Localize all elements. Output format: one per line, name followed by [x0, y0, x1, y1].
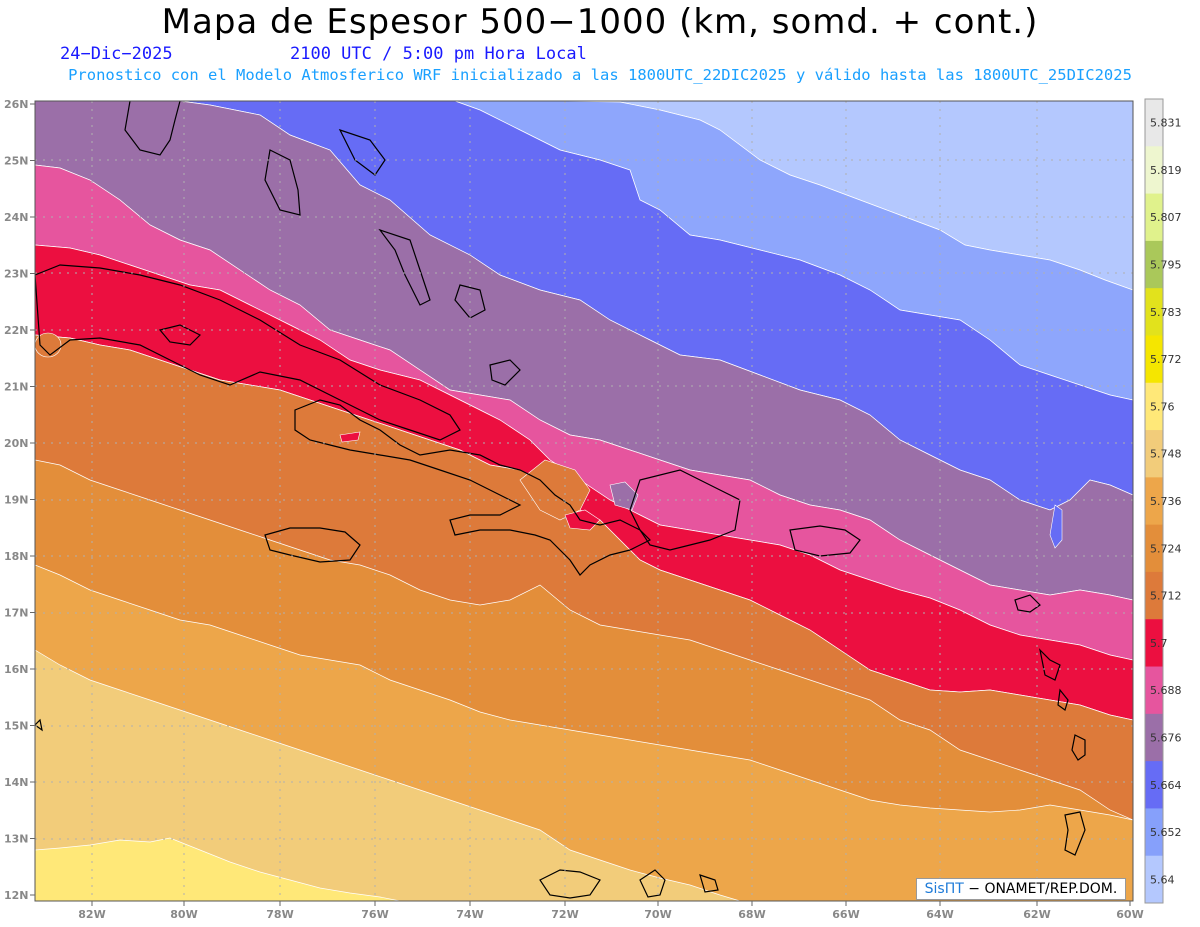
colorbar-label: 5.795: [1150, 259, 1182, 272]
colorbar-label: 5.807: [1150, 211, 1182, 224]
coastlines: [35, 101, 1086, 899]
colorbar-segment: [1145, 524, 1163, 573]
forecast-date: 24−Dic−2025: [60, 44, 173, 64]
colorbar-segment: [1145, 666, 1163, 715]
lat-label-23N: 23N: [4, 268, 29, 281]
colorbar-label: 5.676: [1150, 731, 1182, 744]
lat-label-25N: 25N: [4, 155, 29, 168]
colorbar-segment: [1145, 146, 1163, 195]
lon-label-60W: 60W: [1116, 908, 1143, 921]
colorbar-segment: [1145, 193, 1163, 242]
colorbar-label: 5.664: [1150, 779, 1182, 792]
colorbar-segment: [1145, 240, 1163, 289]
latitude-axis: 26N 25N 24N 23N 22N 21N 20N 19N 18N 17N 16N 15N 14N 1…: [4, 98, 35, 902]
colorbar-segment: [1145, 571, 1163, 620]
lat-label-18N: 18N: [4, 550, 29, 563]
colorbar-segment: [1145, 808, 1163, 857]
colorbar-legend: 5.831 5.819 5.807 5.795 5.783 5.772 5.76 5.748 5…: [1144, 98, 1182, 904]
colorbar-label: 5.76: [1150, 400, 1175, 413]
lon-label-74W: 74W: [456, 908, 483, 921]
lat-label-15N: 15N: [4, 720, 29, 733]
lat-label-21N: 21N: [4, 381, 29, 394]
credit-org: − ONAMET/REP.DOM.: [963, 881, 1118, 897]
lon-label-62W: 62W: [1023, 908, 1050, 921]
band-5.76: [35, 837, 401, 901]
colorbar-segment: [1145, 761, 1163, 809]
lat-label-17N: 17N: [4, 607, 29, 620]
lat-label-20N: 20N: [4, 437, 29, 450]
colorbar-segment: [1145, 713, 1163, 762]
colorbar-segment: [1145, 855, 1163, 904]
colorbar-label: 5.831: [1150, 117, 1182, 130]
lon-label-68W: 68W: [738, 908, 765, 921]
colorbar-label: 5.688: [1150, 684, 1182, 697]
lon-label-78W: 78W: [266, 908, 293, 921]
map-title: Mapa de Espesor 500−1000 (km, somd. + co…: [161, 2, 1039, 42]
colorbar-label: 5.7: [1150, 637, 1168, 650]
colorbar-label: 5.819: [1150, 164, 1182, 177]
colorbar-segment: [1145, 619, 1163, 668]
lat-label-12N: 12N: [4, 889, 29, 902]
credit-box: SisПT − ONAMET/REP.DOM.: [916, 878, 1126, 900]
lat-label-26N: 26N: [4, 98, 29, 111]
colorbar-segment: [1145, 382, 1163, 431]
lat-label-16N: 16N: [4, 663, 29, 676]
colorbar-label: 5.783: [1150, 306, 1182, 319]
lon-label-66W: 66W: [832, 908, 859, 921]
colorbar-label: 5.712: [1150, 590, 1182, 603]
lat-label-22N: 22N: [4, 324, 29, 337]
colorbar-segment: [1145, 430, 1163, 478]
lon-label-64W: 64W: [926, 908, 953, 921]
lat-label-13N: 13N: [4, 833, 29, 846]
colorbar-segment: [1145, 99, 1163, 147]
colorbar-label: 5.724: [1150, 542, 1182, 555]
gridlines: [35, 101, 1133, 901]
lat-label-14N: 14N: [4, 776, 29, 789]
forecast-time: 2100 UTC / 5:00 pm Hora Local: [290, 44, 587, 64]
forecast-note: Pronostico con el Modelo Atmosferico WRF…: [68, 66, 1132, 84]
colorbar-label: 5.736: [1150, 495, 1182, 508]
colorbar-segment: [1145, 335, 1163, 384]
colorbar-label: 5.652: [1150, 826, 1182, 839]
credit-brand: SisПT: [924, 881, 964, 897]
lon-label-72W: 72W: [551, 908, 578, 921]
band-5.748: [35, 649, 741, 901]
band-5.712: [35, 334, 1133, 821]
longitude-axis: 82W 80W 78W 76W 74W 72W 70W 68W 66W 64W 62W 60W: [78, 901, 1144, 921]
colorbar-label: 5.772: [1150, 353, 1182, 366]
lat-label-24N: 24N: [4, 211, 29, 224]
lon-label-82W: 82W: [78, 908, 105, 921]
colorbar-label: 5.748: [1150, 448, 1182, 461]
lon-label-70W: 70W: [644, 908, 671, 921]
lat-label-19N: 19N: [4, 494, 29, 507]
colorbar-segment: [1145, 477, 1163, 526]
lon-label-80W: 80W: [170, 908, 197, 921]
colorbar-segment: [1145, 288, 1163, 336]
colorbar-label: 5.64: [1150, 873, 1175, 886]
lon-label-76W: 76W: [361, 908, 388, 921]
